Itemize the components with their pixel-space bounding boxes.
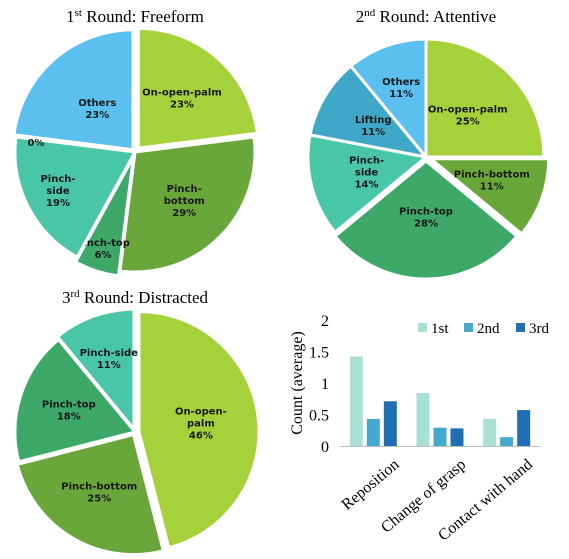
pie-slice-label-on-open-palm: On-open-palm 46% xyxy=(175,407,227,442)
pie-slice-label-others: Others 23% xyxy=(78,98,116,121)
bar-change-of-grasp-2nd xyxy=(433,427,447,446)
legend-label-3rd: 3rd xyxy=(529,321,549,337)
bar-change-of-grasp-3rd xyxy=(450,428,464,446)
pie-slice-on-open-palm xyxy=(136,26,259,150)
pie-chart-title-round-1: 1st Round: Freeform xyxy=(66,7,204,26)
bar-contact-with-hand-1st xyxy=(483,418,497,446)
pie-slice-label-pinch-top: Pinch-top 6% xyxy=(76,238,130,261)
pie-slice-pinch-top xyxy=(74,155,135,278)
pie-slice-others xyxy=(12,28,135,152)
pie-slice-label-on-open-palm: On-open-palm 25% xyxy=(428,104,508,127)
pie-slice-pinch-side xyxy=(13,135,137,259)
pie-slice-pinch-bottom xyxy=(429,157,551,236)
pie-slice-label-pinch-side: Pinch-side 14% xyxy=(349,155,384,190)
pie-slice-pinch-top xyxy=(13,338,137,464)
y-tick-label: 1.5 xyxy=(309,345,329,362)
pie-chart-round-2: 2nd Round: Attentive On-open-palm 25% Pinc… xyxy=(306,7,551,281)
pie-chart-round-3: 3rd Round: Distracted On-open-palm 46% Pin… xyxy=(13,288,261,557)
bar-reposition-3rd xyxy=(383,401,397,446)
legend-swatch-2nd xyxy=(464,323,473,332)
bar-contact-with-hand-3rd xyxy=(517,410,531,446)
x-tick-label: Reposition xyxy=(339,456,403,514)
bar-contact-with-hand-2nd xyxy=(500,437,514,446)
pie-slice-label-pinch-side: Pinch-side 19% xyxy=(40,174,75,209)
pie-slice-lifting xyxy=(308,64,428,159)
bar-change-of-grasp-1st xyxy=(416,393,430,446)
legend-swatch-1st xyxy=(418,323,427,332)
y-tick-label: 2 xyxy=(321,313,329,330)
legend-label-2nd: 2nd xyxy=(477,321,500,337)
legend-swatch-3rd xyxy=(516,323,525,332)
pie-slice-label-pinch-bottom: Pinch-bottom 29% xyxy=(164,184,205,219)
pie-chart-round-1: 1st Round: Freeform On-open-palm 23% Pinch… xyxy=(12,7,259,278)
pie-slice-label-pinch-top: Pinch-top 18% xyxy=(42,399,96,422)
pie-slice-label-on-open-palm: On-open-palm 23% xyxy=(142,88,222,111)
pie-chart-title-round-2: 2nd Round: Attentive xyxy=(356,7,496,26)
y-tick-label: 1 xyxy=(321,376,329,393)
pie-slice-pinch-side xyxy=(55,307,136,431)
pie-slice-label-others: Others 11% xyxy=(382,77,420,100)
pie-slice-label-pinch-top: Pinch-top 28% xyxy=(399,207,453,230)
bar-reposition-1st xyxy=(349,356,363,446)
pie-chart-title-round-3: 3rd Round: Distracted xyxy=(62,288,209,307)
pie-slice-pinch-top xyxy=(333,159,519,281)
pie-slice-pinch-bottom xyxy=(118,135,257,274)
y-axis-title: Count (average) xyxy=(289,331,306,435)
pie-slice-label-pinch-bottom: Pinch-bottom 25% xyxy=(61,481,137,504)
pie-slice-label-pinch-bottom: Pinch-bottom 11% xyxy=(454,170,530,193)
pie-slice-label-pinch-side: Pinch-side 11% xyxy=(80,348,139,371)
pie-slice-pinch-bottom xyxy=(15,433,165,557)
pie-slice-on-open-palm xyxy=(137,309,261,550)
bar-reposition-2nd xyxy=(366,418,380,446)
pie-slice-label-lifting: Lifting 11% xyxy=(355,115,392,138)
pie-slice-pinch-side xyxy=(306,133,428,234)
pie-slice-others xyxy=(349,37,428,159)
y-tick-label: 0 xyxy=(321,439,329,456)
pie-slice-on-open-palm xyxy=(424,37,546,159)
legend-label-1st: 1st xyxy=(431,321,449,337)
y-tick-label: 0.5 xyxy=(309,408,329,425)
